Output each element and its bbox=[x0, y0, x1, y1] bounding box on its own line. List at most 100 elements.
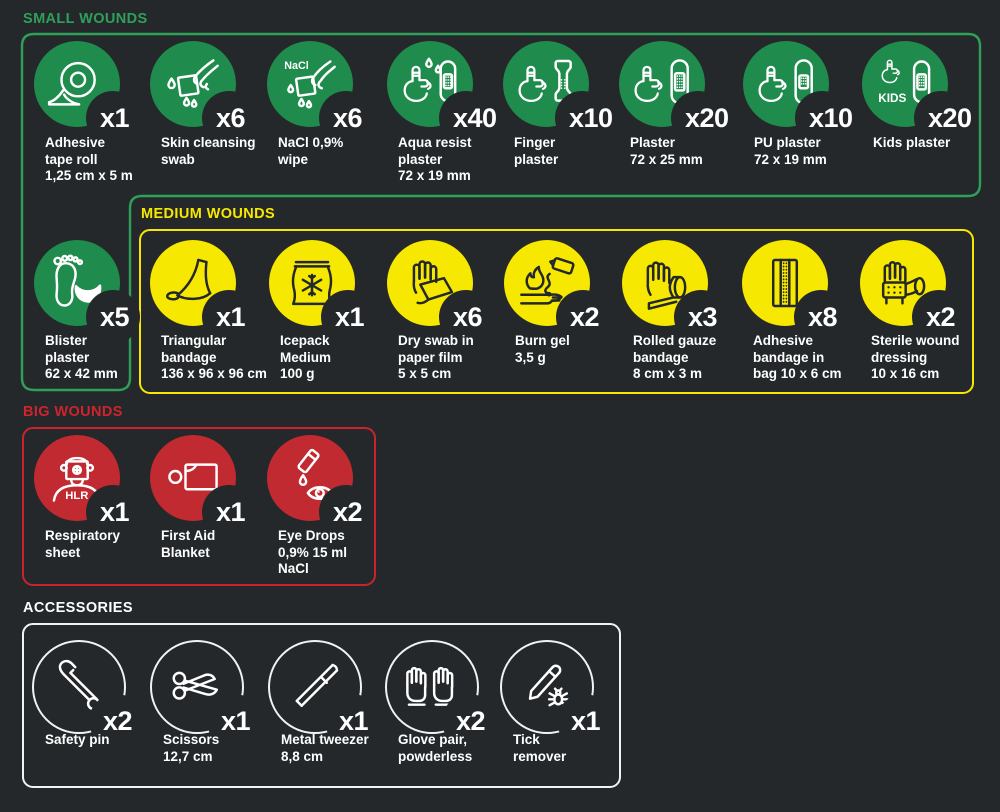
label-line: 8,8 cm bbox=[281, 748, 324, 764]
item-gloves: x2 Glove pair, powderless bbox=[385, 640, 496, 764]
label-line: PU plaster bbox=[754, 135, 821, 150]
quantity-notch bbox=[207, 694, 261, 748]
quantity-badge: x6 bbox=[333, 103, 363, 133]
plaster-icon bbox=[632, 54, 692, 114]
quantity-badge: x2 bbox=[570, 302, 600, 332]
quantity-notch bbox=[794, 290, 848, 344]
kids-plaster-icon: KIDS bbox=[875, 54, 935, 114]
quantity-notch bbox=[556, 290, 610, 344]
label-line: Icepack bbox=[280, 333, 330, 348]
item-aqua-plaster: x40 Aqua resist plaster 72 x 19 mm bbox=[387, 41, 497, 183]
label-line: swab bbox=[161, 151, 195, 167]
respiratory-sheet-circle: HLR x1 bbox=[34, 435, 140, 539]
label-line: Aqua resist bbox=[398, 135, 472, 150]
svg-text:NaCl: NaCl bbox=[284, 60, 308, 72]
finger-plaster-circle: x10 bbox=[503, 41, 613, 145]
label-line: 3,5 g bbox=[515, 349, 546, 365]
item-label: Triangular bandage 136 x 96 x 96 cm bbox=[161, 333, 267, 383]
cleansing-swab-icon bbox=[163, 54, 223, 114]
item-tick-remover: x1 Tick remover bbox=[500, 640, 611, 764]
scissors-circle: x1 bbox=[150, 640, 261, 748]
item-label: PU plaster 72 x 19 mm bbox=[754, 135, 827, 168]
item-adhesive-bag: x8 Adhesive bandage in bag 10 x 6 cm bbox=[742, 240, 848, 381]
quantity-notch bbox=[86, 290, 140, 344]
item-label: Glove pair, powderless bbox=[398, 732, 472, 765]
item-label: Icepack Medium 100 g bbox=[280, 333, 331, 383]
quantity-badge: x6 bbox=[453, 302, 483, 332]
label-line: Tick bbox=[513, 732, 540, 747]
item-icepack: x1 Icepack Medium 100 g bbox=[269, 240, 375, 381]
label-line: plaster bbox=[514, 151, 559, 167]
tick-remover-icon bbox=[517, 657, 577, 717]
safety-pin-circle: x2 bbox=[32, 640, 143, 748]
label-line: 8 cm x 3 m bbox=[633, 366, 703, 381]
label-line: Finger bbox=[514, 135, 556, 150]
adhesive-bag-icon bbox=[755, 253, 815, 313]
burn-gel-icon bbox=[517, 253, 577, 313]
item-label: Respiratory sheet bbox=[45, 528, 120, 561]
label-line: 10 x 16 cm bbox=[871, 366, 940, 381]
quantity-notch bbox=[86, 91, 140, 145]
quantity-badge: x1 bbox=[100, 103, 130, 133]
item-label: Adhesive tape roll 1,25 cm x 5 m bbox=[45, 135, 133, 185]
quantity-badge: x1 bbox=[221, 706, 251, 736]
item-label: Scissors 12,7 cm bbox=[163, 732, 219, 765]
item-label: Blister plaster 62 x 42 mm bbox=[45, 333, 118, 383]
item-label: Plaster 72 x 25 mm bbox=[630, 135, 703, 168]
quantity-notch bbox=[202, 290, 256, 344]
quantity-badge: x2 bbox=[103, 706, 133, 736]
quantity-notch bbox=[319, 91, 373, 145]
aqua-plaster-icon bbox=[400, 54, 460, 114]
label-line: Sterile wound bbox=[871, 333, 960, 348]
item-kids-plaster: KIDS x20 Kids plaster bbox=[862, 41, 972, 150]
quantity-badge: x2 bbox=[333, 497, 363, 527]
label-line: Kids plaster bbox=[873, 135, 951, 150]
item-label: Tick remover bbox=[513, 732, 566, 765]
label-line: remover bbox=[513, 748, 567, 764]
item-eye-drops: x2 Eye Drops 0,9% 15 ml NaCl bbox=[267, 435, 373, 576]
item-label: First Aid Blanket bbox=[161, 528, 215, 561]
quantity-notch bbox=[439, 290, 493, 344]
quantity-badge: x10 bbox=[569, 103, 613, 133]
nacl-wipe-circle: NaCl x6 bbox=[267, 41, 373, 145]
svg-text:KIDS: KIDS bbox=[878, 92, 906, 105]
tweezer-circle: x1 bbox=[268, 640, 379, 748]
gloves-circle: x2 bbox=[385, 640, 496, 748]
item-nacl-wipe: NaCl x6 NaCl 0,9% wipe bbox=[267, 41, 373, 167]
section-title-medium-wounds: MEDIUM WOUNDS bbox=[141, 206, 276, 222]
label-line: Rolled gauze bbox=[633, 333, 717, 348]
item-label: Adhesive bandage in bag 10 x 6 cm bbox=[753, 333, 842, 383]
label-line: Adhesive bbox=[753, 333, 814, 348]
blister-plaster-circle: x5 bbox=[34, 240, 140, 344]
quantity-notch bbox=[325, 694, 379, 748]
quantity-notch bbox=[439, 91, 493, 145]
item-plaster: x20 Plaster 72 x 25 mm bbox=[619, 41, 729, 167]
item-triangular-bandage: x1 Triangular bandage 136 x 96 x 96 cm bbox=[150, 240, 267, 381]
triangular-bandage-circle: x1 bbox=[150, 240, 256, 344]
label-line: dressing bbox=[871, 349, 928, 365]
quantity-notch bbox=[89, 694, 143, 748]
item-safety-pin: x2 Safety pin bbox=[32, 640, 143, 748]
label-line: Respiratory bbox=[45, 528, 121, 543]
label-line: 1,25 cm x 5 m bbox=[45, 168, 133, 183]
item-label: Sterile wound dressing 10 x 16 cm bbox=[871, 333, 960, 383]
item-label: Metal tweezer 8,8 cm bbox=[281, 732, 369, 765]
label-line: bandage bbox=[633, 349, 689, 365]
tweezer-icon bbox=[285, 657, 345, 717]
quantity-notch bbox=[86, 485, 140, 539]
item-label: NaCl 0,9% wipe bbox=[278, 135, 343, 168]
label-line: 62 x 42 mm bbox=[45, 366, 118, 381]
dry-swab-icon bbox=[400, 253, 460, 313]
dry-swab-circle: x6 bbox=[387, 240, 493, 344]
item-label: Rolled gauze bandage 8 cm x 3 m bbox=[633, 333, 716, 383]
item-label: Kids plaster bbox=[873, 135, 950, 152]
quantity-notch bbox=[319, 485, 373, 539]
accessories-border bbox=[22, 623, 621, 788]
item-respiratory-sheet: HLR x1 Respiratory sheet bbox=[34, 435, 140, 560]
label-line: paper film bbox=[398, 349, 463, 365]
item-label: Aqua resist plaster 72 x 19 mm bbox=[398, 135, 472, 185]
quantity-badge: x20 bbox=[685, 103, 729, 133]
label-line: First Aid bbox=[161, 528, 216, 543]
